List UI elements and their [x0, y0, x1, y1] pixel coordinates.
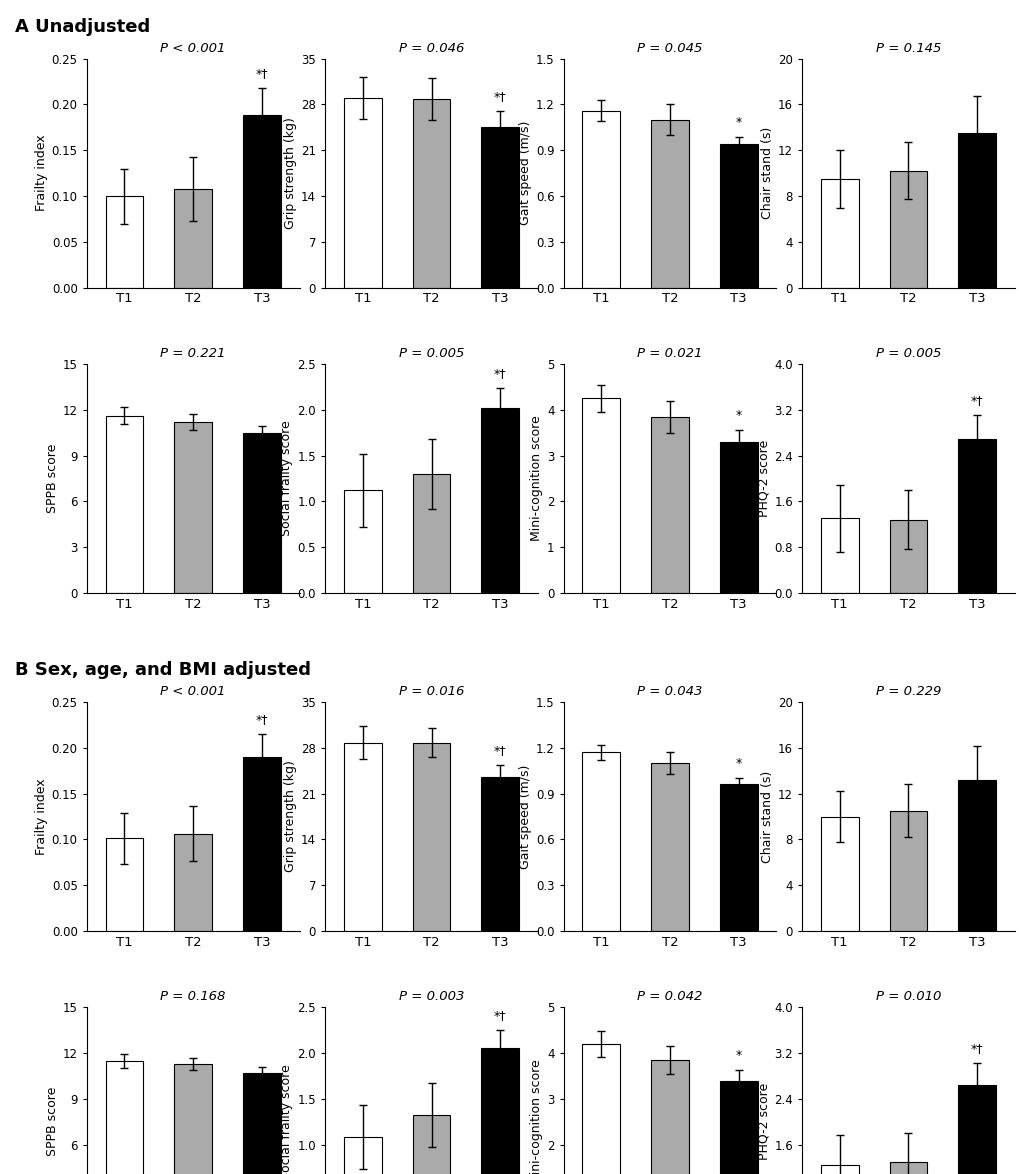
- Bar: [243, 433, 280, 593]
- Y-axis label: PHQ-2 score: PHQ-2 score: [756, 440, 769, 517]
- Bar: [650, 763, 688, 931]
- Y-axis label: Frailty index: Frailty index: [35, 778, 48, 855]
- Title: P < 0.001: P < 0.001: [160, 686, 225, 699]
- Bar: [174, 189, 212, 288]
- Bar: [957, 1085, 995, 1174]
- Bar: [820, 817, 858, 931]
- Bar: [582, 398, 620, 593]
- Bar: [343, 491, 381, 593]
- Y-axis label: Mini-cognition score: Mini-cognition score: [529, 1059, 542, 1174]
- Bar: [889, 811, 926, 931]
- Bar: [650, 1060, 688, 1174]
- Title: P = 0.021: P = 0.021: [637, 348, 702, 360]
- Title: P = 0.003: P = 0.003: [398, 991, 464, 1004]
- Bar: [413, 474, 450, 593]
- Text: *†: *†: [970, 1041, 982, 1054]
- Title: P = 0.010: P = 0.010: [875, 991, 941, 1004]
- Bar: [582, 110, 620, 288]
- Bar: [413, 1115, 450, 1174]
- Bar: [481, 128, 519, 288]
- Y-axis label: Chair stand (s): Chair stand (s): [760, 770, 773, 863]
- Bar: [174, 834, 212, 931]
- Text: *†: *†: [970, 394, 982, 407]
- Bar: [957, 780, 995, 931]
- Title: P = 0.045: P = 0.045: [637, 42, 702, 55]
- Text: *†: *†: [256, 67, 268, 80]
- Bar: [582, 1044, 620, 1174]
- Title: P = 0.016: P = 0.016: [398, 686, 464, 699]
- Bar: [106, 1061, 144, 1174]
- Bar: [582, 753, 620, 931]
- Text: *: *: [735, 757, 741, 770]
- Bar: [243, 115, 280, 288]
- Bar: [820, 519, 858, 593]
- Y-axis label: PHQ-2 score: PHQ-2 score: [756, 1084, 769, 1160]
- Bar: [343, 743, 381, 931]
- Bar: [889, 520, 926, 593]
- Bar: [174, 1064, 212, 1174]
- Text: *†: *†: [493, 1010, 506, 1023]
- Bar: [481, 1048, 519, 1174]
- Bar: [719, 1080, 757, 1174]
- Title: P = 0.145: P = 0.145: [875, 42, 941, 55]
- Bar: [106, 196, 144, 288]
- Bar: [106, 416, 144, 593]
- Y-axis label: Social frailty score: Social frailty score: [280, 1064, 293, 1174]
- Bar: [413, 100, 450, 288]
- Bar: [413, 743, 450, 931]
- Text: A Unadjusted: A Unadjusted: [15, 18, 151, 35]
- Bar: [719, 144, 757, 288]
- Bar: [343, 1138, 381, 1174]
- Bar: [889, 171, 926, 288]
- Y-axis label: Social frailty score: Social frailty score: [280, 420, 293, 537]
- Bar: [106, 838, 144, 931]
- Text: *†: *†: [256, 713, 268, 726]
- Text: *†: *†: [493, 744, 506, 757]
- Y-axis label: Gait speed (m/s): Gait speed (m/s): [518, 121, 531, 225]
- Text: *: *: [735, 115, 741, 128]
- Title: P = 0.046: P = 0.046: [398, 42, 464, 55]
- Bar: [650, 417, 688, 593]
- Title: P = 0.221: P = 0.221: [160, 348, 225, 360]
- Bar: [719, 441, 757, 593]
- Y-axis label: SPPB score: SPPB score: [46, 444, 58, 513]
- Bar: [343, 97, 381, 288]
- Y-axis label: Gait speed (m/s): Gait speed (m/s): [518, 764, 531, 869]
- Y-axis label: Grip strength (kg): Grip strength (kg): [283, 117, 297, 229]
- Y-axis label: Chair stand (s): Chair stand (s): [760, 127, 773, 220]
- Bar: [174, 421, 212, 593]
- Text: *: *: [735, 1050, 741, 1062]
- Text: *: *: [735, 410, 741, 423]
- Title: P = 0.042: P = 0.042: [637, 991, 702, 1004]
- Bar: [820, 1165, 858, 1174]
- Title: P < 0.001: P < 0.001: [160, 42, 225, 55]
- Bar: [957, 439, 995, 593]
- Y-axis label: Frailty index: Frailty index: [35, 135, 48, 211]
- Y-axis label: Grip strength (kg): Grip strength (kg): [283, 761, 297, 872]
- Text: *†: *†: [493, 366, 506, 379]
- Bar: [889, 1162, 926, 1174]
- Bar: [481, 777, 519, 931]
- Title: P = 0.168: P = 0.168: [160, 991, 225, 1004]
- Bar: [650, 120, 688, 288]
- Y-axis label: Mini-cognition score: Mini-cognition score: [529, 416, 542, 541]
- Title: P = 0.043: P = 0.043: [637, 686, 702, 699]
- Bar: [243, 757, 280, 931]
- Title: P = 0.229: P = 0.229: [875, 686, 941, 699]
- Bar: [957, 133, 995, 288]
- Bar: [719, 784, 757, 931]
- Title: P = 0.005: P = 0.005: [875, 348, 941, 360]
- Bar: [243, 1073, 280, 1174]
- Y-axis label: SPPB score: SPPB score: [46, 1087, 58, 1156]
- Bar: [820, 178, 858, 288]
- Bar: [481, 407, 519, 593]
- Text: *†: *†: [493, 90, 506, 103]
- Text: B Sex, age, and BMI adjusted: B Sex, age, and BMI adjusted: [15, 661, 311, 679]
- Title: P = 0.005: P = 0.005: [398, 348, 464, 360]
